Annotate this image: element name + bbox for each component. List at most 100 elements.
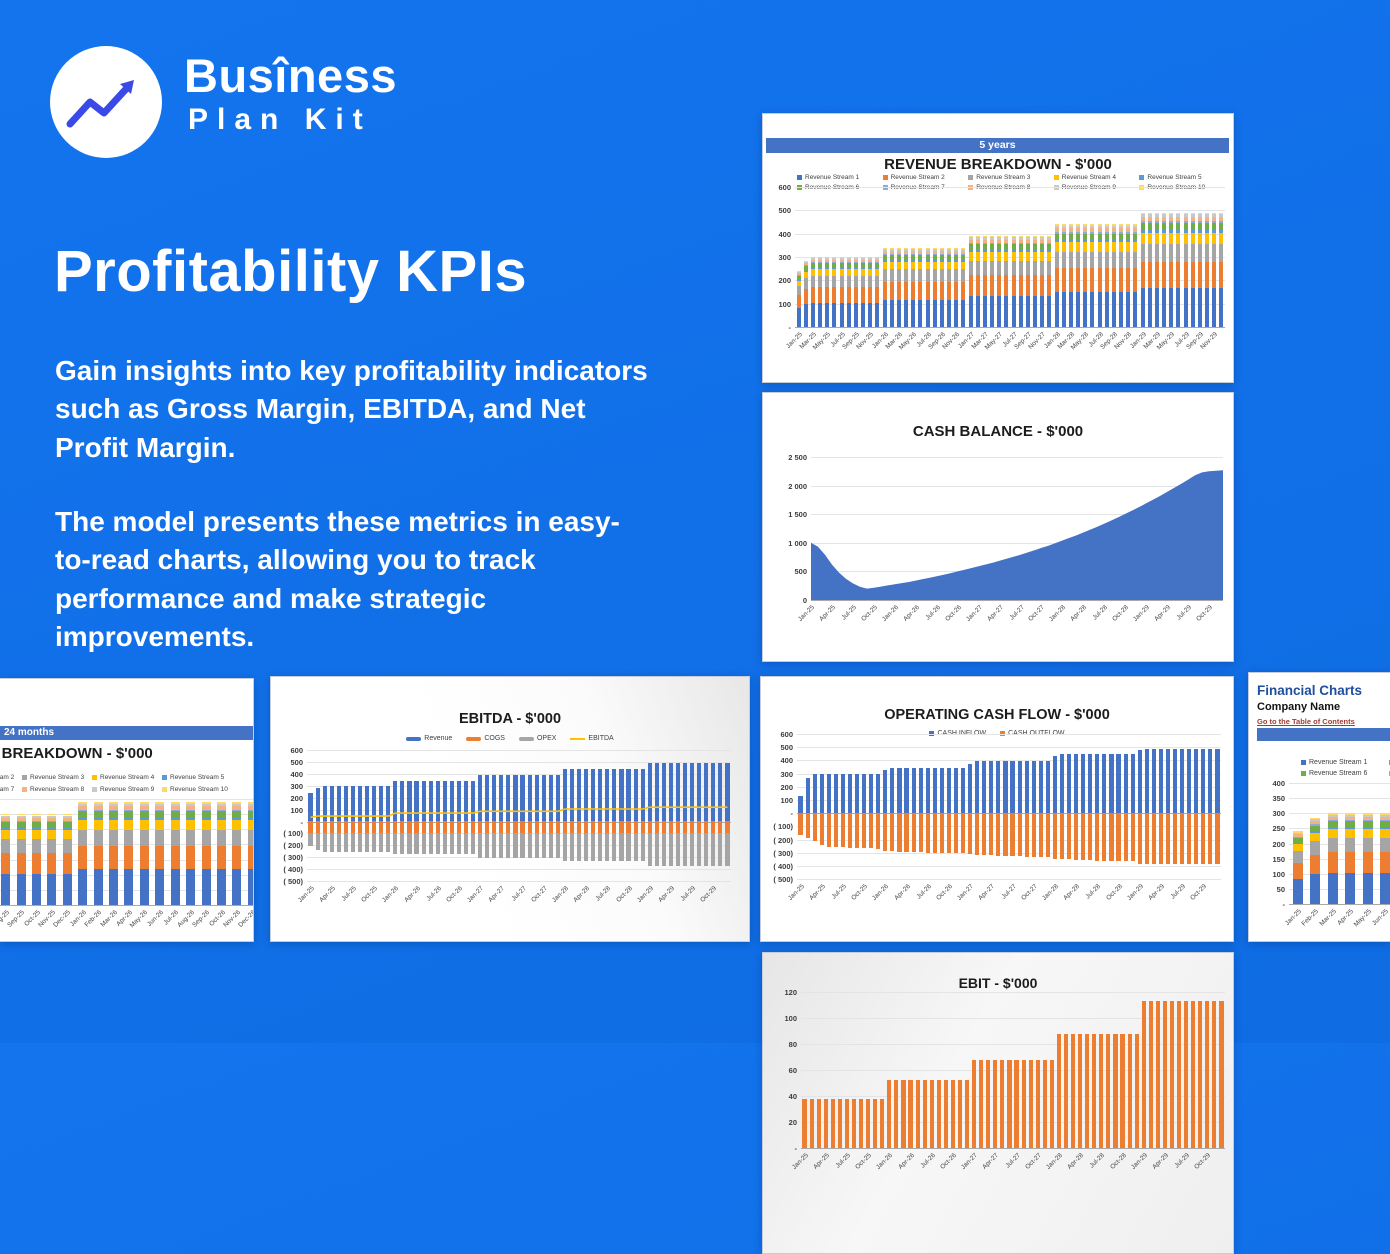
- bar-segment: [1033, 251, 1038, 261]
- bar-segment: [1068, 224, 1073, 226]
- bar-segment: [1018, 295, 1023, 327]
- bar-segment: [1180, 748, 1185, 814]
- x-tick-label: Jan-29: [1129, 1152, 1149, 1172]
- bar-segment: [929, 1080, 934, 1148]
- legend-label: Revenue Stream 2: [890, 174, 945, 181]
- gridline: [307, 797, 731, 799]
- legend-label: COGS: [484, 735, 505, 742]
- bar-segment: [1004, 242, 1009, 245]
- legend-swatch: [882, 175, 888, 180]
- bar-segment: [1017, 761, 1022, 814]
- table-of-contents-link[interactable]: Go to the Table of Contents: [1257, 717, 1355, 726]
- bar-segment: [1310, 874, 1321, 904]
- bar-segment: [1018, 242, 1023, 245]
- bar-segment: [950, 1080, 955, 1148]
- bar-segment: [911, 254, 916, 260]
- bar-segment: [1183, 214, 1188, 218]
- gridline: [797, 852, 1221, 854]
- bar-segment: [1076, 268, 1081, 292]
- bar-segment: [896, 259, 901, 262]
- bar-segment: [1011, 236, 1016, 238]
- bar-segment: [925, 261, 930, 270]
- bar-segment: [1362, 813, 1373, 815]
- bar-segment: [1380, 872, 1390, 904]
- gridline: [307, 750, 731, 751]
- bar-segment: [1004, 239, 1009, 243]
- bar-segment: [1205, 243, 1210, 262]
- revenue-breakdown-24m-plot: Jan-25Feb-25Mar-25Apr-25May-25Jun-25Jul-…: [0, 799, 253, 929]
- bar-segment: [975, 237, 980, 240]
- bar-segment: [1219, 232, 1224, 244]
- bar-segment: [904, 247, 909, 249]
- bar-segment: [471, 780, 476, 822]
- bar-segment: [1004, 275, 1009, 296]
- bar-segment: [247, 820, 253, 830]
- bar-segment: [1054, 225, 1059, 229]
- bar-segment: [954, 269, 959, 282]
- bar-segment: [975, 239, 980, 243]
- bar-segment: [832, 259, 837, 263]
- bar-segment: [1061, 228, 1066, 233]
- bar-segment: [869, 773, 874, 814]
- gridline: [801, 992, 1225, 993]
- bar-segment: [1183, 261, 1188, 288]
- bar-segment: [647, 763, 652, 822]
- bar-segment: [1205, 221, 1210, 223]
- bar-segment: [555, 775, 560, 822]
- bar-segment: [830, 1098, 835, 1148]
- x-tick-label: Apr-27: [977, 883, 997, 902]
- bar-segment: [1040, 250, 1045, 252]
- bar-segment: [78, 803, 88, 807]
- bar-segment: [315, 821, 320, 834]
- bar-segment: [819, 813, 824, 845]
- gridline: [307, 785, 731, 787]
- bar-segment: [1033, 237, 1038, 240]
- bar-segment: [796, 273, 801, 276]
- bar-segment: [247, 869, 253, 905]
- bar-segment: [918, 250, 923, 254]
- bar-segment: [139, 811, 149, 818]
- bar-segment: [939, 253, 944, 255]
- bar-segment: [216, 817, 226, 821]
- bar-segment: [471, 821, 476, 834]
- bar-segment: [1119, 242, 1124, 253]
- bar-segment: [882, 247, 887, 249]
- bar-segment: [155, 811, 165, 818]
- bar-segment: [1292, 842, 1303, 845]
- bar-segment: [968, 260, 973, 276]
- legend-item: Revenue Stream 4: [92, 774, 162, 781]
- bar-segment: [124, 869, 134, 905]
- bar-segment: [1212, 214, 1217, 218]
- bar-segment: [216, 809, 226, 812]
- bar-segment: [975, 761, 980, 814]
- bar-segment: [823, 1098, 828, 1148]
- bar-segment: [1021, 1059, 1026, 1148]
- bar-segment: [1219, 212, 1224, 215]
- bar-segment: [1187, 813, 1192, 865]
- bar-segment: [1176, 217, 1181, 222]
- bar-segment: [803, 304, 808, 327]
- bar-segment: [1154, 222, 1159, 231]
- x-tick-label: Oct-25: [360, 885, 380, 904]
- bar-segment: [918, 248, 923, 251]
- bar-segment: [982, 244, 987, 251]
- bar-segment: [1176, 221, 1181, 223]
- bar-segment: [1197, 217, 1202, 222]
- bar-segment: [1219, 214, 1224, 218]
- bar-segment: [825, 302, 830, 327]
- bar-segment: [386, 785, 391, 822]
- bar-segment: [961, 767, 966, 814]
- legend-swatch: [570, 737, 586, 740]
- x-tick-label: Apr-27: [487, 885, 507, 904]
- legend-swatch: [22, 775, 27, 780]
- bar-segment: [93, 811, 103, 818]
- bar-segment: [155, 869, 165, 905]
- legend-swatch: [1301, 771, 1306, 776]
- bar-segment: [882, 261, 887, 270]
- bar-segment: [1119, 291, 1124, 327]
- bar-segment: [1119, 228, 1124, 233]
- bar-segment: [428, 821, 433, 834]
- bar-segment: [932, 254, 937, 260]
- bar-segment: [1097, 291, 1102, 327]
